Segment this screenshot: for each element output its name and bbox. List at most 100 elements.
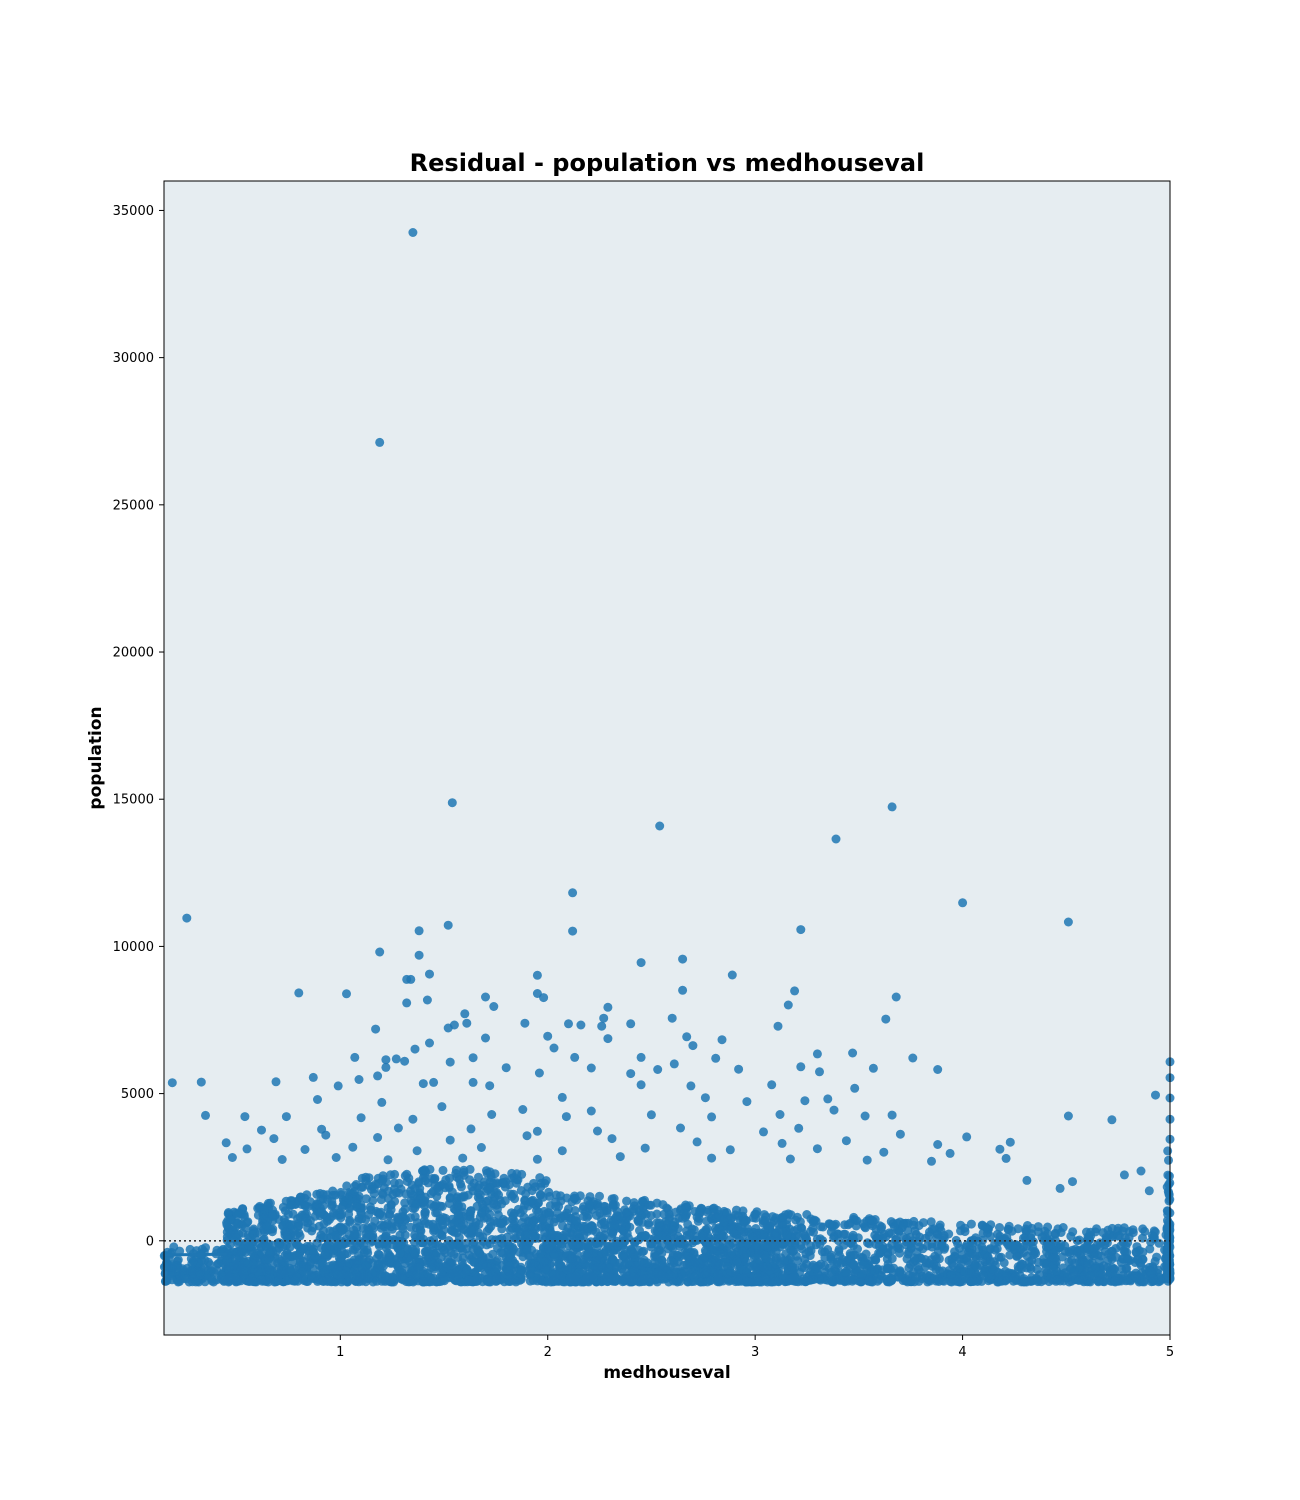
scatter-point xyxy=(318,1258,328,1267)
scatter-point xyxy=(868,1063,878,1073)
scatter-point xyxy=(547,1229,557,1239)
scatter-point xyxy=(1068,1177,1077,1187)
scatter-point xyxy=(331,1153,341,1162)
x-tick-label: 4 xyxy=(958,1345,966,1360)
scatter-point xyxy=(417,1238,427,1247)
scatter-point xyxy=(517,1218,527,1227)
scatter-point xyxy=(295,1192,305,1202)
scatter-point xyxy=(436,1252,446,1262)
scatter-point xyxy=(467,1276,476,1286)
scatter-point xyxy=(815,1067,824,1077)
scatter-point xyxy=(653,1065,663,1074)
scatter-point xyxy=(406,1222,416,1232)
scatter-point xyxy=(779,1256,789,1266)
scatter-point xyxy=(376,1220,386,1230)
scatter-point xyxy=(655,821,665,831)
scatter-point xyxy=(751,1240,761,1250)
scatter-point xyxy=(768,1212,778,1222)
scatter-point xyxy=(833,1257,843,1267)
scatter-point xyxy=(336,1213,346,1223)
scatter-point xyxy=(956,1226,965,1236)
scatter-point xyxy=(414,950,424,960)
scatter-point xyxy=(742,1097,752,1107)
scatter-point xyxy=(1058,1223,1068,1232)
scatter-point xyxy=(392,1242,402,1252)
scatter-point xyxy=(465,1215,475,1225)
scatter-point xyxy=(1122,1253,1132,1263)
scatter-point xyxy=(629,1249,639,1259)
scatter-point xyxy=(808,1275,818,1285)
fit-line xyxy=(163,1252,227,1257)
scatter-point xyxy=(207,1276,217,1286)
scatter-point xyxy=(785,1154,795,1164)
scatter-point xyxy=(1163,1206,1173,1216)
scatter-point xyxy=(1124,1227,1134,1236)
scatter-point xyxy=(418,1079,428,1089)
scatter-point xyxy=(548,1238,558,1248)
scatter-point xyxy=(489,1002,499,1011)
scatter-point xyxy=(343,1271,353,1281)
y-tick-label: 10000 xyxy=(113,940,154,955)
scatter-point xyxy=(350,1052,360,1062)
scatter-point xyxy=(1064,1257,1074,1267)
scatter-point xyxy=(318,1276,328,1286)
scatter-point xyxy=(167,1078,177,1088)
scatter-point xyxy=(683,1243,693,1253)
scatter-point xyxy=(1162,1243,1172,1253)
scatter-point xyxy=(540,1227,550,1237)
scatter-point xyxy=(618,1251,628,1261)
scatter-point xyxy=(262,1221,272,1231)
scatter-point xyxy=(706,1276,715,1286)
scatter-point xyxy=(595,1231,605,1241)
scatter-point xyxy=(429,1251,438,1261)
scatter-point xyxy=(633,1215,643,1225)
scatter-point xyxy=(783,1000,793,1010)
scatter-point xyxy=(619,1236,629,1246)
scatter-point xyxy=(947,1258,957,1268)
scatter-point xyxy=(573,1239,583,1249)
scatter-point xyxy=(453,1218,463,1228)
x-tick-label: 2 xyxy=(544,1345,552,1360)
scatter-point xyxy=(447,798,457,808)
scatter-point xyxy=(410,1184,420,1193)
scatter-point xyxy=(570,1052,580,1062)
scatter-point xyxy=(924,1258,934,1268)
scatter-point xyxy=(312,1199,322,1209)
scatter-point xyxy=(930,1251,940,1261)
scatter-point xyxy=(348,1142,358,1152)
scatter-point xyxy=(848,1251,858,1261)
scatter-point xyxy=(597,1021,607,1031)
scatter-point xyxy=(723,1262,732,1272)
scatter-point xyxy=(887,1110,897,1120)
scatter-point xyxy=(826,1267,836,1277)
scatter-point xyxy=(1099,1261,1109,1271)
scatter-point xyxy=(675,1276,685,1286)
scatter-point xyxy=(425,1038,434,1048)
scatter-point xyxy=(677,1269,687,1279)
scatter-point xyxy=(429,1273,439,1283)
scatter-point xyxy=(458,1246,467,1256)
scatter-point xyxy=(796,925,806,935)
scatter-point xyxy=(951,1235,961,1245)
scatter-point xyxy=(902,1234,911,1244)
scatter-point xyxy=(604,1272,614,1282)
scatter-point xyxy=(608,1228,618,1238)
scatter-point xyxy=(673,1257,683,1267)
scatter-point xyxy=(563,1204,573,1214)
scatter-point xyxy=(995,1223,1004,1232)
scatter-point xyxy=(742,1277,752,1287)
scatter-point xyxy=(281,1112,291,1122)
scatter-point xyxy=(965,1267,975,1277)
scatter-point xyxy=(694,1214,704,1223)
scatter-point xyxy=(459,1167,469,1177)
scatter-point xyxy=(251,1234,261,1244)
scatter-point xyxy=(361,1261,371,1271)
scatter-point xyxy=(466,1124,476,1134)
scatter-point xyxy=(541,1277,551,1287)
scatter-point xyxy=(607,1134,617,1144)
scatter-point xyxy=(386,1170,396,1180)
scatter-point xyxy=(506,1272,515,1282)
scatter-point xyxy=(274,1276,283,1286)
scatter-point xyxy=(603,1034,613,1044)
scatter-point xyxy=(576,1020,586,1030)
